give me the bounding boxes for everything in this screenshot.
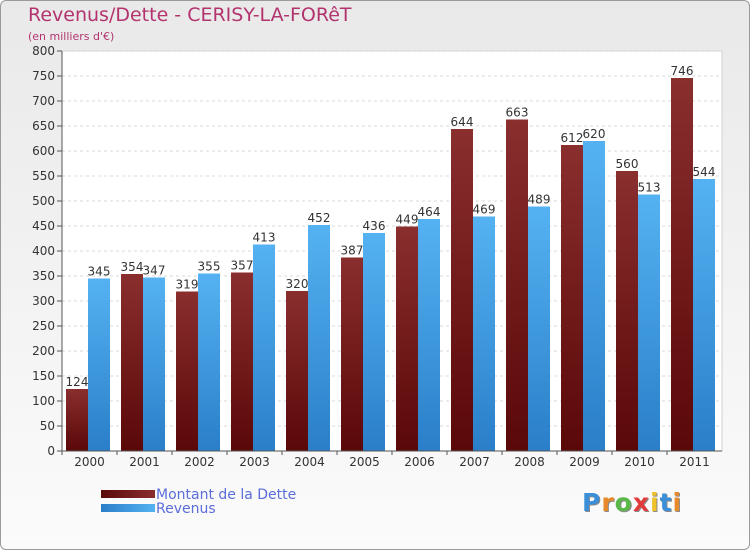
chart-title: Revenus/Dette - CERISY-LA-FORêT xyxy=(28,4,352,26)
y-tick-label: 800 xyxy=(32,44,55,58)
y-tick-label: 50 xyxy=(40,419,55,433)
data-label-revenus: 620 xyxy=(583,127,606,141)
data-label-dette: 319 xyxy=(176,278,199,292)
logo-letter: r xyxy=(601,488,615,517)
bar-dette xyxy=(561,145,583,451)
chart-subtitle: (en milliers d'€) xyxy=(28,30,115,43)
proxiti-logo: Proxiti xyxy=(582,488,682,517)
data-label-dette: 387 xyxy=(341,244,364,258)
data-label-dette: 560 xyxy=(616,157,639,171)
legend-swatch-dette xyxy=(101,490,155,498)
logo-letter: x xyxy=(632,488,650,517)
y-tick-label: 550 xyxy=(32,169,55,183)
data-label-revenus: 347 xyxy=(143,264,166,278)
data-label-revenus: 345 xyxy=(88,265,111,279)
y-tick-label: 350 xyxy=(32,269,55,283)
y-tick-label: 750 xyxy=(32,69,55,83)
data-label-dette: 746 xyxy=(671,64,694,78)
y-tick-label: 600 xyxy=(32,144,55,158)
bar-dette xyxy=(176,291,198,451)
data-label-revenus: 513 xyxy=(638,181,661,195)
y-tick-label: 700 xyxy=(32,94,55,108)
data-label-revenus: 469 xyxy=(473,203,496,217)
data-label-revenus: 355 xyxy=(198,260,221,274)
bar-revenus xyxy=(308,225,330,451)
bar-dette xyxy=(286,291,308,451)
bar-revenus xyxy=(253,244,275,451)
x-tick-label: 2011 xyxy=(679,455,710,469)
bar-dette xyxy=(396,226,418,451)
x-tick-label: 2005 xyxy=(349,455,380,469)
bar-revenus xyxy=(418,219,440,451)
bar-revenus xyxy=(528,206,550,451)
y-tick-label: 450 xyxy=(32,219,55,233)
bar-revenus xyxy=(638,194,660,451)
data-label-revenus: 544 xyxy=(693,165,716,179)
bar-revenus xyxy=(693,179,715,451)
x-tick-label: 2002 xyxy=(184,455,215,469)
logo-letter: i xyxy=(650,488,660,517)
logo-letter: o xyxy=(614,488,633,517)
data-label-revenus: 452 xyxy=(308,211,331,225)
logo-letter: i xyxy=(672,488,683,517)
bar-revenus xyxy=(363,233,385,451)
bar-revenus xyxy=(143,277,165,451)
data-label-dette: 449 xyxy=(396,213,419,227)
y-tick-label: 500 xyxy=(32,194,55,208)
data-label-dette: 357 xyxy=(231,259,254,273)
bar-revenus xyxy=(473,216,495,451)
y-tick-label: 400 xyxy=(32,244,55,258)
data-label-dette: 320 xyxy=(286,277,309,291)
x-tick-label: 2000 xyxy=(74,455,105,469)
legend-swatch-revenus xyxy=(101,504,155,512)
y-tick-label: 100 xyxy=(32,394,55,408)
bar-dette xyxy=(451,129,473,451)
data-label-dette: 663 xyxy=(506,106,529,120)
x-tick-label: 2003 xyxy=(239,455,270,469)
bar-dette xyxy=(66,389,88,451)
legend-label-dette: Montant de la Dette xyxy=(156,487,297,503)
x-tick-label: 2006 xyxy=(404,455,435,469)
data-label-dette: 644 xyxy=(451,115,474,129)
x-tick-label: 2008 xyxy=(514,455,545,469)
data-label-revenus: 436 xyxy=(363,219,386,233)
x-tick-label: 2007 xyxy=(459,455,490,469)
y-tick-label: 650 xyxy=(32,119,55,133)
legend-label-revenus: Revenus xyxy=(156,501,216,517)
y-tick-label: 0 xyxy=(47,444,55,458)
data-label-dette: 124 xyxy=(66,375,89,389)
data-label-revenus: 413 xyxy=(253,231,276,245)
data-label-revenus: 464 xyxy=(418,205,441,219)
bar-dette xyxy=(121,274,143,451)
x-tick-label: 2009 xyxy=(569,455,600,469)
data-label-dette: 354 xyxy=(121,260,144,274)
x-tick-label: 2010 xyxy=(624,455,655,469)
bar-dette xyxy=(671,78,693,451)
bar-revenus xyxy=(88,278,110,451)
logo-letter: t xyxy=(659,488,673,517)
y-tick-label: 300 xyxy=(32,294,55,308)
bar-revenus xyxy=(198,273,220,451)
bar-dette xyxy=(616,171,638,451)
bar-revenus xyxy=(583,141,605,451)
y-tick-label: 150 xyxy=(32,369,55,383)
data-label-dette: 612 xyxy=(561,131,584,145)
x-tick-label: 2004 xyxy=(294,455,325,469)
bar-dette xyxy=(341,257,363,451)
y-tick-label: 250 xyxy=(32,319,55,333)
y-tick-label: 200 xyxy=(32,344,55,358)
logo-letter: P xyxy=(582,488,602,517)
data-label-revenus: 489 xyxy=(528,193,551,207)
bar-dette xyxy=(231,272,253,451)
x-tick-label: 2001 xyxy=(129,455,160,469)
bar-dette xyxy=(506,119,528,451)
